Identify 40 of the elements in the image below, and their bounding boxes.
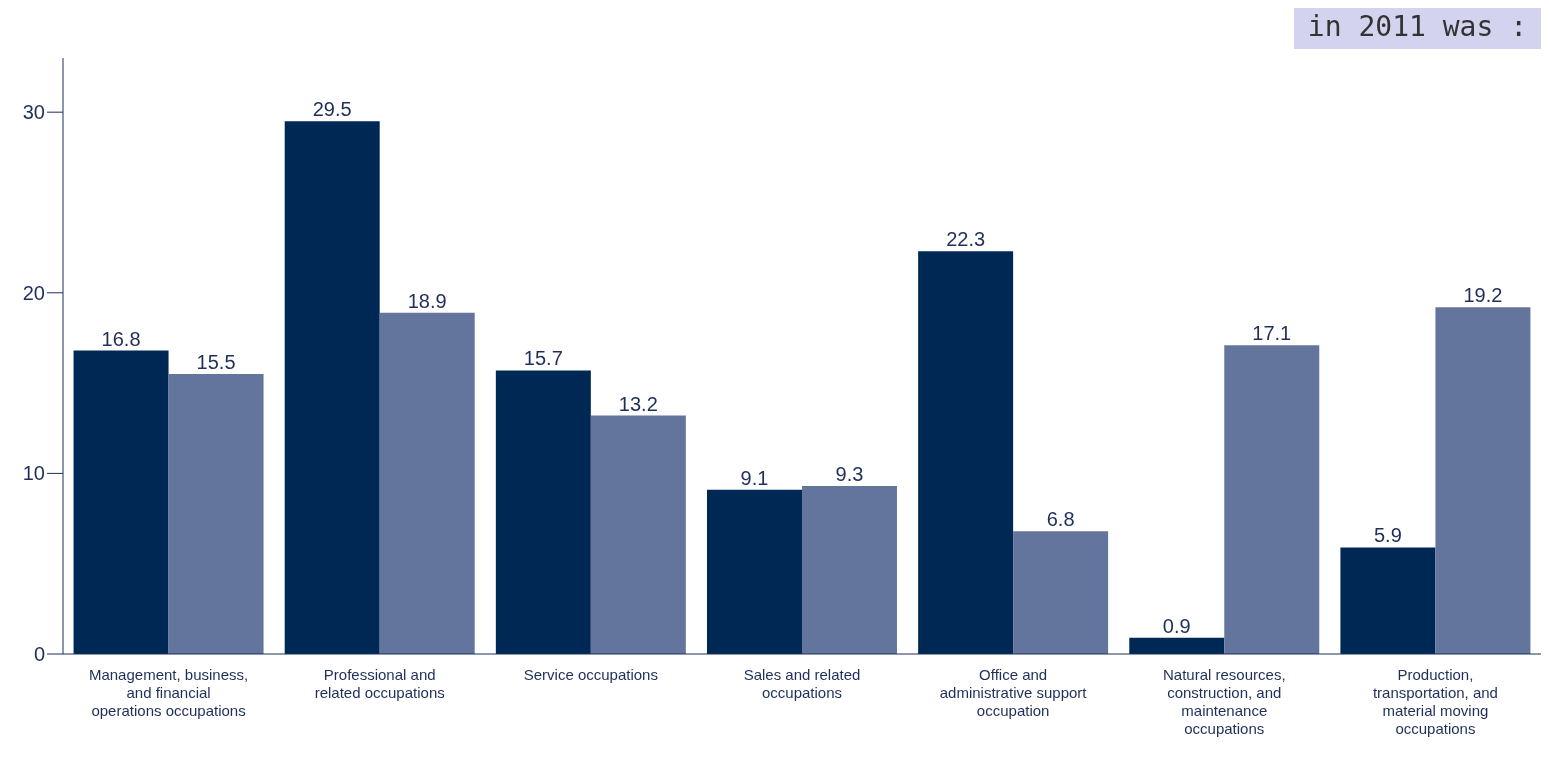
x-tick-label: Management, business, and financial operations occupations xyxy=(88,666,249,719)
bar xyxy=(379,312,475,654)
data-label: 19.2 xyxy=(1463,284,1503,307)
data-label: 22.3 xyxy=(946,228,986,251)
bar xyxy=(73,350,169,654)
data-label: 9.3 xyxy=(835,463,864,486)
y-tick-label: 0 xyxy=(33,643,45,666)
data-label: 15.7 xyxy=(523,347,563,370)
bar xyxy=(1435,307,1531,654)
bar xyxy=(918,251,1014,654)
data-label: 18.9 xyxy=(407,289,447,312)
bar xyxy=(801,486,897,654)
y-tick-label: 20 xyxy=(22,281,45,304)
data-label: 29.5 xyxy=(312,98,352,121)
y-tick-label: 30 xyxy=(22,101,45,124)
text: in 2011 was : xyxy=(1293,8,1541,49)
data-label: 13.2 xyxy=(618,392,658,415)
data-label: 17.1 xyxy=(1252,322,1292,345)
bar xyxy=(1224,345,1320,654)
bar xyxy=(495,370,591,654)
data-label: 0.9 xyxy=(1162,614,1191,637)
x-tick-label: Service occupations xyxy=(523,666,658,683)
x-tick-label: Office and administrative support occupation xyxy=(939,666,1088,719)
data-label: 6.8 xyxy=(1046,508,1075,531)
bar xyxy=(284,121,380,654)
bar xyxy=(590,415,686,654)
bar xyxy=(706,489,802,654)
bar xyxy=(1129,637,1225,654)
x-tick-label: Natural resources, construction, and maintenance occupations xyxy=(1163,666,1286,737)
data-label: 15.5 xyxy=(196,351,236,374)
data-label: 5.9 xyxy=(1374,524,1402,547)
data-label: 16.8 xyxy=(101,327,141,350)
bar xyxy=(1340,547,1436,654)
x-tick-label: Sales and related occupations xyxy=(743,666,861,701)
bar xyxy=(1013,531,1109,654)
x-tick-label: Production, transportation, and material moving occupations xyxy=(1372,666,1498,737)
y-tick-label: 10 xyxy=(22,462,45,485)
bar xyxy=(168,374,264,654)
x-tick-label: Professional and related occupations xyxy=(314,666,445,701)
data-label: 9.1 xyxy=(740,466,769,489)
